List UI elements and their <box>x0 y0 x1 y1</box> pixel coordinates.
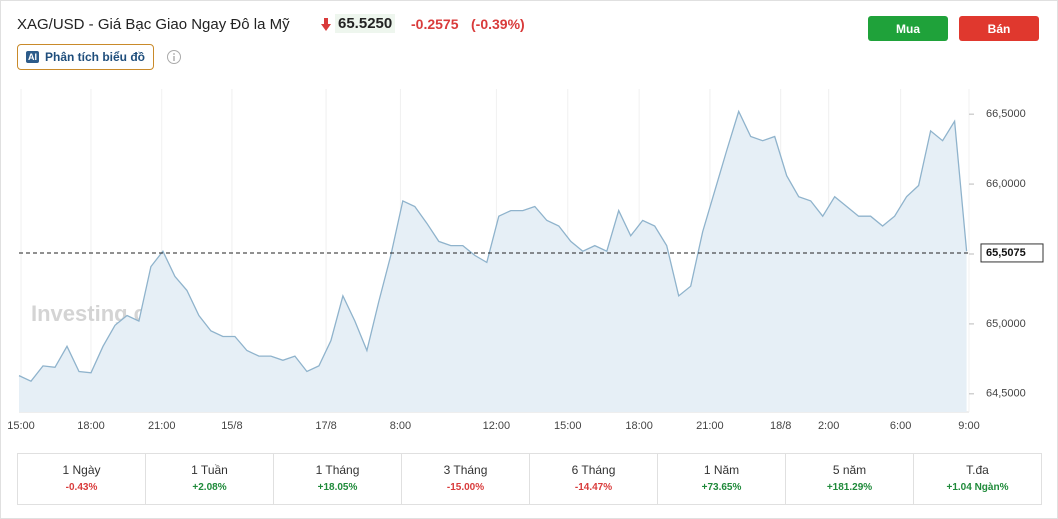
period-cell[interactable]: 1 Tuần +2.08% <box>146 454 274 504</box>
period-change: +2.08% <box>192 482 227 493</box>
buy-button[interactable]: Mua <box>868 16 948 41</box>
period-cell[interactable]: 1 Tháng +18.05% <box>274 454 402 504</box>
period-label: 5 năm <box>832 463 867 477</box>
periods: 1 Ngày -0.43% 1 Tuần +2.08% 1 Tháng +18.05% 3 … <box>17 453 1042 505</box>
info-icon[interactable] <box>166 49 182 65</box>
y-tick-label: 66,0000 <box>986 178 1026 190</box>
y-tick-label: 65,0000 <box>986 318 1026 330</box>
period-change: -0.43% <box>65 482 98 493</box>
y-tick-label: 66,5000 <box>986 108 1026 120</box>
sell-button[interactable]: Bán <box>959 16 1039 41</box>
period-cell[interactable]: 1 Ngày -0.43% <box>18 454 146 504</box>
period-cell[interactable]: 3 Tháng -15.00% <box>402 454 530 504</box>
x-tick-label: 15/8 <box>221 420 242 432</box>
ref-label-box <box>980 243 1044 263</box>
down-arrow <box>321 18 331 31</box>
x-tick-label: 8:00 <box>390 420 411 432</box>
x-tick-label: 9:00 <box>958 420 979 432</box>
area <box>19 111 967 413</box>
period-label: 6 Tháng <box>571 463 616 477</box>
x-tick-label: 15:00 <box>7 420 35 432</box>
x-tick-label: 17/8 <box>315 420 336 432</box>
price-line <box>18 109 968 383</box>
chart: 15:00 18:00 21:00 15/8 17/8 8:00 12:00 15:00 18:… <box>7 89 1044 432</box>
price: 65.5250 <box>335 14 396 33</box>
period-label: T.đa <box>966 463 989 477</box>
analysis-button[interactable]: AI Phân tích biểu đồ <box>17 44 155 70</box>
x-tick-label: 6:00 <box>890 420 911 432</box>
ref-label: 65,5075 <box>986 247 1026 259</box>
x-tick-label: 18:00 <box>625 420 653 432</box>
period-label: 1 Ngày <box>62 463 101 477</box>
period-change: +18.05% <box>317 482 358 493</box>
y-tick-label: 64,5000 <box>986 388 1026 400</box>
x-tick-label: 21:00 <box>148 420 176 432</box>
period-change: +73.65% <box>701 482 742 493</box>
period-change: +1.04 Ngàn% <box>946 482 1009 493</box>
period-label: 1 Năm <box>703 463 740 477</box>
period-change: -14.47% <box>574 482 613 493</box>
period-cell[interactable]: 1 Năm +73.65% <box>658 454 786 504</box>
change-pct: (-0.39%) <box>471 16 525 32</box>
period-cell[interactable]: 5 năm +181.29% <box>786 454 914 504</box>
analysis-label: Phân tích biểu đồ <box>45 50 146 64</box>
x-tick-label: 12:00 <box>483 420 511 432</box>
x-tick-label: 21:00 <box>696 420 724 432</box>
period-cell[interactable]: 6 Tháng -14.47% <box>530 454 658 504</box>
x-tick-label: 18:00 <box>77 420 105 432</box>
period-change: +181.29% <box>826 482 873 493</box>
x-tick-label: 2:00 <box>818 420 839 432</box>
x-tick-label: 18/8 <box>770 420 791 432</box>
period-cell[interactable]: T.đa +1.04 Ngàn% <box>914 454 1041 504</box>
period-label: 1 Tháng <box>315 463 360 477</box>
period-label: 1 Tuần <box>191 463 228 477</box>
ai-badge: AI <box>26 51 39 63</box>
period-label: 3 Tháng <box>443 463 488 477</box>
change: -0.2575 <box>411 16 459 32</box>
period-change: -15.00% <box>446 482 485 493</box>
title: XAG/USD - Giá Bạc Giao Ngay Đô la Mỹ <box>17 16 290 33</box>
x-tick-label: 15:00 <box>554 420 582 432</box>
